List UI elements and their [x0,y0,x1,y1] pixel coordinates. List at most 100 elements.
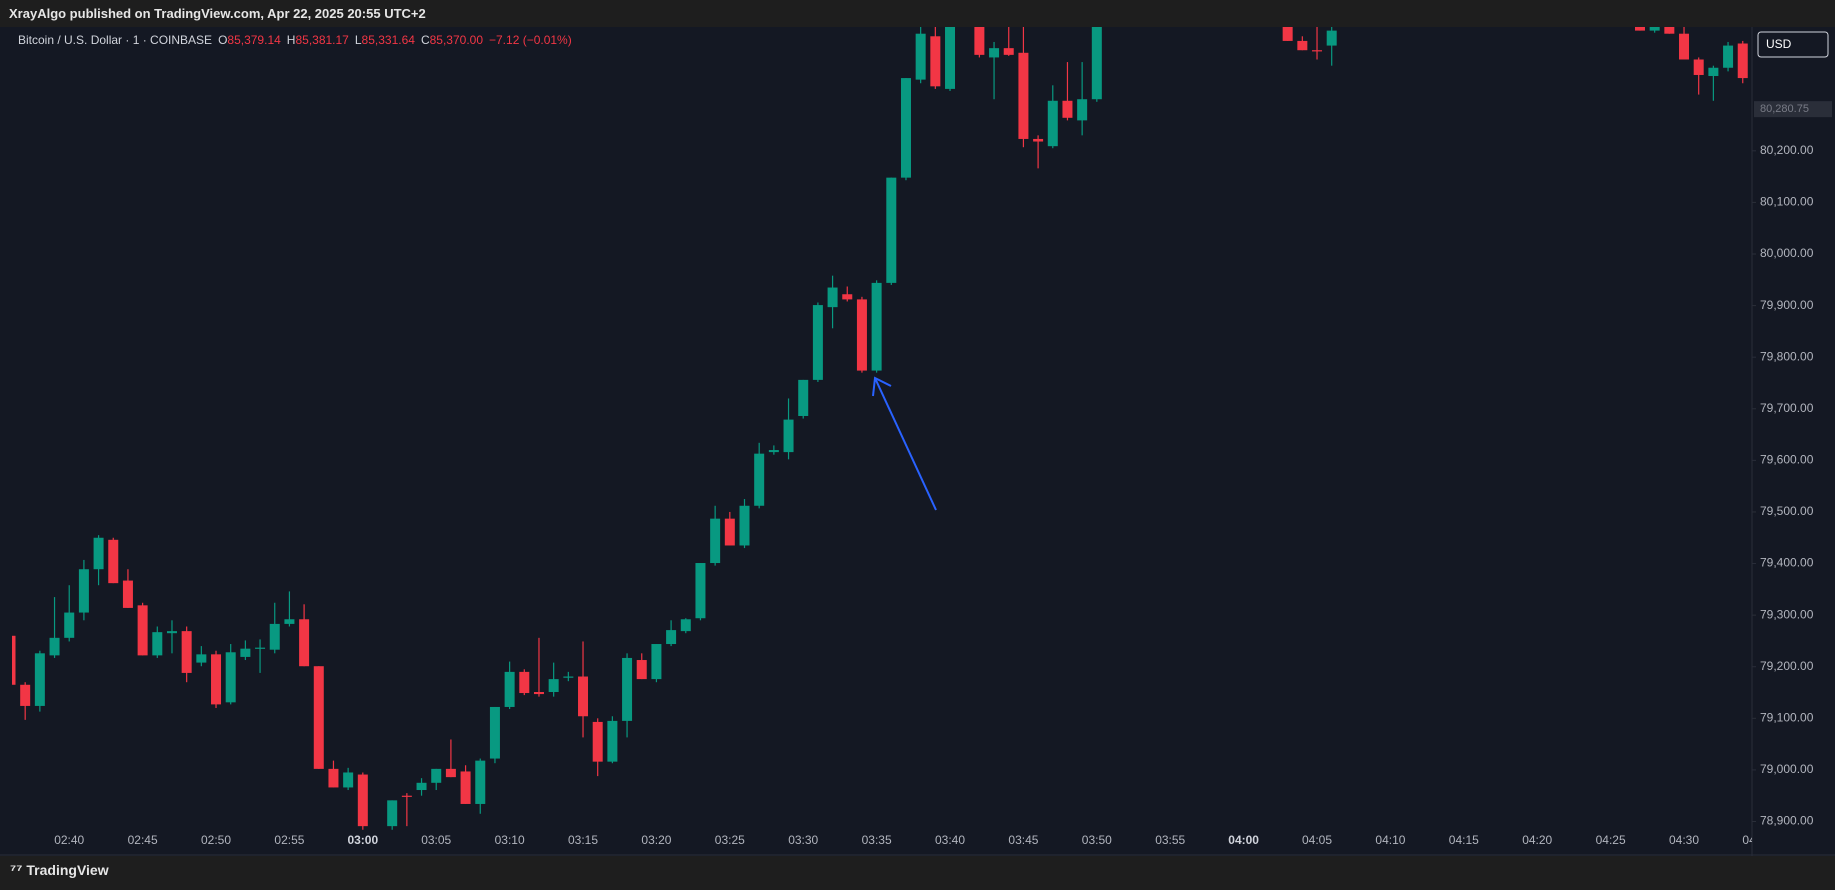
candle-body [915,33,926,80]
candle-body [122,580,133,608]
candle-body [754,453,765,506]
price-label-box [1754,101,1832,118]
candle-body [416,782,427,791]
x-tick-label: 04:20 [1522,833,1552,847]
candle-body [49,637,60,656]
x-tick-label: 03:45 [1008,833,1038,847]
x-tick-label: 03:05 [421,833,451,847]
x-tick-label: 02:45 [128,833,158,847]
currency-box[interactable] [1757,31,1829,58]
x-tick-label: 03:35 [862,833,892,847]
candle-body [856,299,867,371]
x-tick-label: 03:10 [495,833,525,847]
candle-body [460,771,471,804]
candle-body [1679,33,1690,60]
y-tick-label: 79,600.00 [1760,453,1814,467]
candle-body [945,27,956,89]
x-tick-label: 04:30 [1669,833,1699,847]
candle-body [166,631,177,634]
x-tick-label: 04:35 [1742,833,1772,847]
candle-body [1693,59,1704,75]
candle-body [1033,138,1044,142]
candle-body [1077,99,1088,121]
y-tick-label: 78,900.00 [1760,814,1814,828]
candle-body [768,450,779,453]
x-tick-label: 02:55 [274,833,304,847]
brand: TradingView [26,862,109,878]
x-tick-label: 03:20 [641,833,671,847]
x-tick-label: 04:00 [1228,833,1259,847]
candle-body [974,27,985,55]
candle-body [871,282,882,371]
key: C [420,33,430,47]
candle-body [431,768,442,783]
price-label: 80,280.75 [1760,103,1809,115]
candle-body [1649,27,1660,31]
y-tick-label: 80,100.00 [1760,195,1814,209]
candle-body [724,518,735,546]
candle-body [34,653,45,706]
candle-body [607,720,618,762]
x-tick-label: 03:50 [1082,833,1112,847]
candle-body [240,648,251,657]
candle-body [548,679,559,693]
candle-body [563,676,574,678]
value: 85,379.14 [227,33,281,47]
candle-body [299,619,310,667]
currency: USD [1766,37,1792,51]
x-tick-label: 04:05 [1302,833,1332,847]
candle-body [1282,27,1293,41]
candle-body [812,305,823,380]
y-tick-label: 79,000.00 [1760,762,1814,776]
candle-body [1664,27,1675,34]
x-tick-label: 03:30 [788,833,818,847]
candle-body [1708,67,1719,77]
candle-body [651,644,662,680]
candle-body [592,721,603,762]
change: −7.12 (−0.01%) [489,33,572,47]
candle-body [64,612,75,638]
candle-body [695,563,706,619]
y-tick-label: 79,500.00 [1760,504,1814,518]
candle-body [475,760,486,804]
candle-body [328,768,339,788]
candle-body [739,505,750,546]
candle-body [269,623,280,650]
candle-body [343,772,354,788]
x-tick-label: 02:40 [54,833,84,847]
candle-body [900,78,911,178]
y-tick-label: 79,300.00 [1760,607,1814,621]
candle-body [930,36,941,87]
key: L [354,33,362,47]
x-tick-label: 04:10 [1375,833,1405,847]
candle-body [1091,27,1102,100]
candle-body [533,692,544,695]
candle-body [989,48,1000,58]
y-tick-label: 79,200.00 [1760,659,1814,673]
x-tick-label: 03:40 [935,833,965,847]
candle-body [401,795,412,797]
candle-body [1297,40,1308,51]
x-tick-label: 03:55 [1155,833,1185,847]
arrow-head [872,376,892,397]
x-tick-label: 03:25 [715,833,745,847]
candle-body [108,539,119,584]
publish-header: XrayAlgo published on TradingView.com, A… [0,0,1835,27]
candle-body [489,706,500,759]
candle-body [783,419,794,453]
y-tick-label: 79,100.00 [1760,710,1814,724]
chart-background [0,27,1835,856]
candle-body [387,800,398,827]
y-tick-label: 79,800.00 [1760,349,1814,363]
candle-body [666,630,677,645]
value: 85,370.00 [429,33,483,47]
arrow-line [874,377,937,511]
candle-body [886,177,897,283]
candle-body [1018,52,1029,139]
candle-body [798,379,809,416]
footer-brand: ⁷⁷ TradingView [10,862,109,879]
candle-body [1723,45,1734,68]
x-tick-label: 03:00 [347,833,378,847]
